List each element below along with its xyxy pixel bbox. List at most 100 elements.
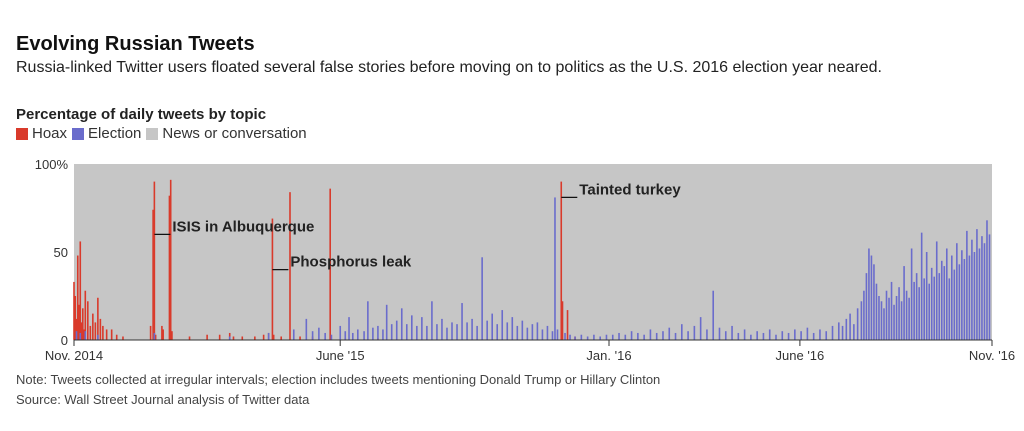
election-bar — [775, 334, 777, 340]
election-bar — [311, 331, 314, 340]
election-bar — [819, 329, 821, 340]
election-bar — [756, 331, 758, 340]
hoax-bar — [162, 329, 164, 340]
x-tick-label: June '16 — [776, 348, 825, 363]
hoax-bar — [561, 301, 564, 340]
election-bar — [382, 329, 384, 340]
election-bar — [624, 334, 627, 340]
election-bar — [706, 329, 708, 340]
election-bar — [153, 332, 156, 340]
hoax-bar — [76, 255, 79, 340]
hoax-bar — [73, 281, 75, 340]
election-bar — [426, 325, 428, 340]
election-bar — [84, 331, 87, 340]
election-bar — [79, 332, 82, 340]
election-bar — [536, 322, 539, 340]
election-bar — [521, 320, 524, 340]
election-bar — [431, 301, 433, 340]
election-bar — [541, 329, 544, 340]
y-tick-label: 100% — [35, 157, 69, 172]
election-bar — [956, 243, 958, 340]
hoax-bar — [102, 325, 104, 340]
hoax-bar — [84, 290, 87, 340]
legend-swatch-news — [146, 127, 159, 140]
election-bar — [787, 332, 790, 340]
election-bar — [385, 304, 388, 340]
election-bar — [586, 336, 589, 340]
election-bar — [395, 320, 398, 340]
election-bar — [966, 230, 968, 340]
election-bar — [845, 318, 848, 340]
election-bar — [531, 324, 534, 340]
hoax-bar — [232, 336, 235, 340]
election-bar — [405, 324, 408, 340]
election-bar — [580, 334, 583, 340]
election-bar — [564, 332, 566, 340]
hoax-bar — [92, 313, 94, 340]
hoax-bar — [74, 296, 77, 340]
election-bar — [687, 331, 689, 340]
election-bar — [800, 331, 802, 340]
election-bar — [75, 331, 78, 340]
election-bar — [377, 325, 379, 340]
election-bar — [476, 325, 478, 340]
election-bar — [900, 301, 903, 340]
election-bar — [712, 290, 715, 340]
hoax-bar — [218, 334, 221, 340]
election-bar — [928, 283, 931, 340]
election-bar — [920, 232, 923, 340]
election-bar — [662, 331, 664, 340]
chart-note: Note: Tweets collected at irregular inte… — [16, 372, 661, 387]
election-bar — [461, 303, 463, 340]
election-bar — [351, 332, 354, 340]
page-subtitle: Russia-linked Twitter users floated seve… — [16, 59, 882, 76]
election-bar — [496, 324, 499, 340]
hoax-bar — [79, 241, 82, 340]
election-bar — [466, 322, 468, 340]
hoax-bar — [289, 192, 291, 340]
legend-item-hoax: Hoax — [16, 125, 67, 142]
election-bar — [743, 329, 746, 340]
election-bar — [516, 325, 519, 340]
election-bar — [940, 260, 943, 340]
annotation-label: Phosphorus leak — [290, 254, 412, 271]
hoax-bar — [566, 310, 569, 340]
chart-legend: Hoax Election News or conversation — [16, 125, 312, 142]
hoax-bar — [262, 334, 265, 340]
election-bar — [724, 331, 727, 340]
election-bar — [895, 296, 898, 340]
hoax-bar — [87, 301, 89, 340]
election-bar — [971, 239, 973, 340]
x-tick-label: Nov. '16 — [969, 348, 1015, 363]
election-bar — [305, 318, 308, 340]
election-bar — [674, 332, 677, 340]
hoax-bar — [299, 336, 301, 340]
election-bar — [511, 317, 514, 340]
election-bar — [837, 322, 840, 340]
election-bar — [925, 252, 928, 340]
election-bar — [593, 334, 595, 340]
election-bar — [668, 327, 671, 340]
election-bar — [908, 297, 910, 340]
election-bar — [363, 331, 365, 340]
election-bar — [938, 273, 941, 340]
election-bar — [958, 264, 961, 340]
election-bar — [898, 287, 900, 340]
plot-area-news — [74, 164, 992, 340]
election-bar — [551, 331, 554, 340]
annotation-label: Tainted turkey — [579, 181, 681, 198]
annotation-label: ISIS in Albuquerque — [172, 218, 314, 235]
election-bar — [731, 325, 733, 340]
legend-swatch-election — [72, 127, 85, 140]
hoax-bar — [168, 195, 171, 340]
hoax-bar — [271, 218, 274, 340]
hoax-bar — [171, 331, 173, 340]
election-bar — [948, 278, 951, 340]
election-bar — [806, 327, 809, 340]
hoax-bar — [81, 308, 84, 340]
election-bar — [841, 325, 844, 340]
election-bar — [973, 252, 976, 340]
election-bar — [853, 324, 855, 340]
hoax-bar — [149, 325, 152, 340]
election-bar — [865, 273, 868, 340]
